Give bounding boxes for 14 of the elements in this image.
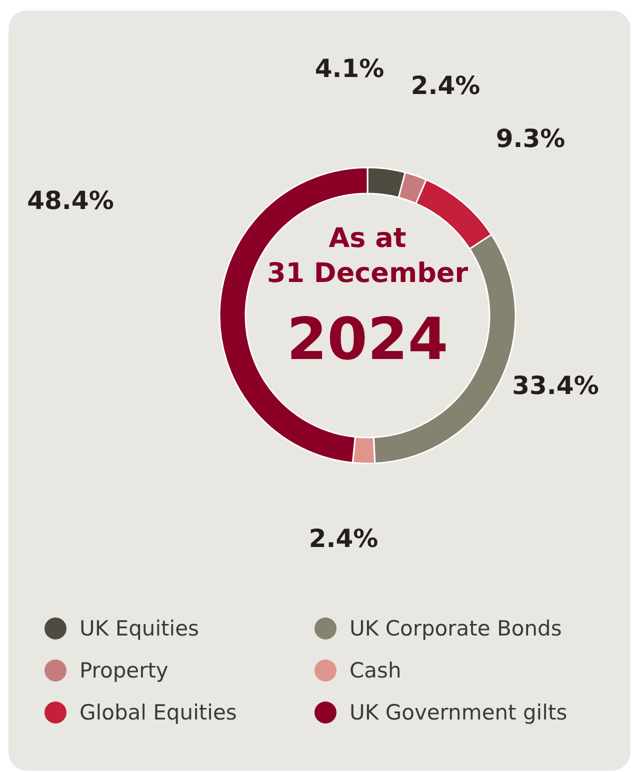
text: As at 31 December [266,223,469,289]
data-label: 2.4% [410,71,480,100]
legend-label: UK Corporate Bonds [350,616,562,640]
data-label: 4.1% [314,54,384,83]
text: 2024 [286,305,448,373]
legend-label: Cash [350,658,402,682]
data-label: 9.3% [496,124,566,153]
data-label: 2.4% [308,524,378,553]
legend-label: Property [80,658,168,682]
legend-label: Global Equities [80,700,237,724]
data-label: 48.4% [27,186,114,215]
legend-label: UK Government gilts [350,700,568,724]
data-label: 33.4% [512,371,599,400]
legend-label: UK Equities [80,616,199,640]
